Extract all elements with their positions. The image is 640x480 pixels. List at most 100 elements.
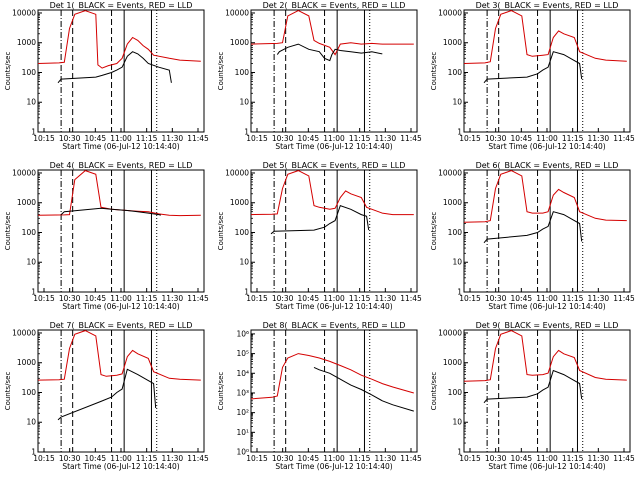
series-line-lld-red bbox=[464, 170, 627, 223]
series-line-events-black bbox=[483, 51, 583, 84]
x-tick-label: 11:45 bbox=[400, 294, 422, 303]
y-axis-label: Counts/sec bbox=[217, 52, 225, 91]
x-tick-label: 10:30 bbox=[59, 454, 81, 463]
y-tick-label: 100 bbox=[235, 228, 250, 237]
x-tick-label: 11:00 bbox=[323, 134, 345, 143]
y-tick-label: 10000 bbox=[12, 328, 36, 337]
x-tick-label: 11:30 bbox=[162, 294, 184, 303]
x-axis-label: Start Time (06-Jul-12 10:14:40) bbox=[62, 462, 179, 471]
y-tick-label: 1000 bbox=[230, 198, 249, 207]
y-tick-label: 1000 bbox=[17, 198, 36, 207]
y-tick-label: 10 bbox=[26, 98, 36, 107]
y-tick-label: 1000 bbox=[17, 358, 36, 367]
y-tick-label: 10 bbox=[239, 98, 249, 107]
chart-panel-7: Det 7(_BLACK = Events, RED = LLD 1 10 100 10… bbox=[4, 321, 209, 471]
x-tick-label: 11:15 bbox=[136, 454, 158, 463]
y-tick-label: 1000 bbox=[443, 198, 462, 207]
chart-panel-8: Det 8(_BLACK = Events, RED = LLD 10⁰ 10¹ 10… bbox=[217, 321, 422, 471]
x-tick-label: 11:15 bbox=[349, 454, 371, 463]
y-tick-label: 10000 bbox=[438, 328, 462, 337]
x-tick-label: 10:45 bbox=[298, 134, 320, 143]
x-tick-label: 10:15 bbox=[33, 294, 55, 303]
x-tick-label: 10:15 bbox=[33, 134, 55, 143]
x-axis-label: Start Time (06-Jul-12 10:14:40) bbox=[488, 462, 605, 471]
y-tick-label: 10000 bbox=[225, 8, 249, 17]
x-axis-label: Start Time (06-Jul-12 10:14:40) bbox=[62, 302, 179, 311]
series-line-lld-red bbox=[38, 10, 201, 69]
y-tick-label: 10 bbox=[26, 258, 36, 267]
x-tick-label: 11:45 bbox=[613, 454, 635, 463]
chart-title: Det 2(_BLACK = Events, RED = LLD bbox=[263, 1, 406, 10]
y-tick-label: 10000 bbox=[12, 168, 36, 177]
y-axis-label: Counts/sec bbox=[217, 212, 225, 251]
x-tick-label: 10:30 bbox=[485, 294, 507, 303]
x-axis-label: Start Time (06-Jul-12 10:14:40) bbox=[488, 302, 605, 311]
plot-frame bbox=[37, 9, 205, 133]
x-tick-label: 10:45 bbox=[511, 134, 533, 143]
x-tick-label: 11:30 bbox=[588, 294, 610, 303]
y-tick-label: 10⁰ bbox=[236, 448, 249, 457]
plot-frame bbox=[463, 329, 631, 453]
x-tick-label: 10:45 bbox=[85, 294, 107, 303]
y-tick-label: 1 bbox=[31, 448, 36, 457]
y-tick-label: 10000 bbox=[438, 168, 462, 177]
x-tick-label: 10:15 bbox=[459, 294, 481, 303]
x-tick-label: 11:45 bbox=[187, 294, 209, 303]
chart-title: Det 7(_BLACK = Events, RED = LLD bbox=[50, 321, 193, 330]
series-line-lld-red bbox=[251, 170, 414, 216]
y-axis-label: Counts/sec bbox=[217, 372, 225, 411]
series-line-lld-red bbox=[251, 353, 414, 400]
y-axis-label: Counts/sec bbox=[430, 52, 438, 91]
series-line-lld-red bbox=[251, 10, 414, 56]
x-axis-label: Start Time (06-Jul-12 10:14:40) bbox=[275, 142, 392, 151]
x-tick-label: 11:45 bbox=[187, 454, 209, 463]
y-tick-label: 100 bbox=[448, 68, 463, 77]
y-tick-label: 100 bbox=[235, 68, 250, 77]
y-tick-label: 100 bbox=[448, 388, 463, 397]
plot-frame bbox=[463, 9, 631, 133]
x-tick-label: 10:30 bbox=[272, 454, 294, 463]
chart-title: Det 4(_BLACK = Events, RED = LLD bbox=[50, 161, 193, 170]
y-tick-label: 10² bbox=[236, 408, 249, 417]
x-tick-label: 11:45 bbox=[613, 294, 635, 303]
y-tick-label: 10 bbox=[239, 258, 249, 267]
x-tick-label: 11:15 bbox=[349, 134, 371, 143]
x-tick-label: 10:15 bbox=[33, 454, 55, 463]
x-tick-label: 11:00 bbox=[110, 134, 132, 143]
y-tick-label: 1 bbox=[244, 128, 249, 137]
series-line-events-black bbox=[57, 368, 157, 421]
series-line-events-black bbox=[60, 207, 162, 216]
chart-panel-9: Det 9(_BLACK = Events, RED = LLD 1 10 100 10… bbox=[430, 321, 635, 471]
y-tick-label: 10000 bbox=[438, 8, 462, 17]
y-tick-label: 1 bbox=[31, 128, 36, 137]
series-line-events-black bbox=[483, 369, 583, 404]
x-tick-label: 10:45 bbox=[298, 294, 320, 303]
x-tick-label: 11:00 bbox=[110, 294, 132, 303]
x-tick-label: 11:15 bbox=[562, 134, 584, 143]
y-axis-label: Counts/sec bbox=[4, 372, 12, 411]
chart-title: Det 6(_BLACK = Events, RED = LLD bbox=[476, 161, 619, 170]
x-tick-label: 10:30 bbox=[59, 134, 81, 143]
y-tick-label: 1 bbox=[457, 448, 462, 457]
x-tick-label: 11:15 bbox=[349, 294, 371, 303]
x-tick-label: 11:00 bbox=[323, 294, 345, 303]
x-axis-label: Start Time (06-Jul-12 10:14:40) bbox=[275, 302, 392, 311]
chart-panel-2: Det 2(_BLACK = Events, RED = LLD 1 10 100 10… bbox=[217, 1, 422, 151]
x-axis-label: Start Time (06-Jul-12 10:14:40) bbox=[275, 462, 392, 471]
chart-panel-6: Det 6(_BLACK = Events, RED = LLD 1 10 100 10… bbox=[430, 161, 635, 311]
plot-frame bbox=[250, 329, 418, 453]
chart-title: Det 3(_BLACK = Events, RED = LLD bbox=[476, 1, 619, 10]
x-tick-label: 11:00 bbox=[323, 454, 345, 463]
x-tick-label: 10:45 bbox=[511, 454, 533, 463]
y-axis-label: Counts/sec bbox=[4, 52, 12, 91]
series-line-lld-red bbox=[38, 330, 201, 381]
y-tick-label: 10¹ bbox=[236, 428, 249, 437]
x-tick-label: 10:15 bbox=[246, 294, 268, 303]
y-tick-label: 10 bbox=[452, 98, 462, 107]
chart-panel-5: Det 5(_BLACK = Events, RED = LLD 1 10 100 10… bbox=[217, 161, 422, 311]
x-tick-label: 10:45 bbox=[85, 134, 107, 143]
series-line-events-black bbox=[57, 51, 172, 84]
plot-frame bbox=[37, 329, 205, 453]
y-tick-label: 100 bbox=[22, 68, 37, 77]
